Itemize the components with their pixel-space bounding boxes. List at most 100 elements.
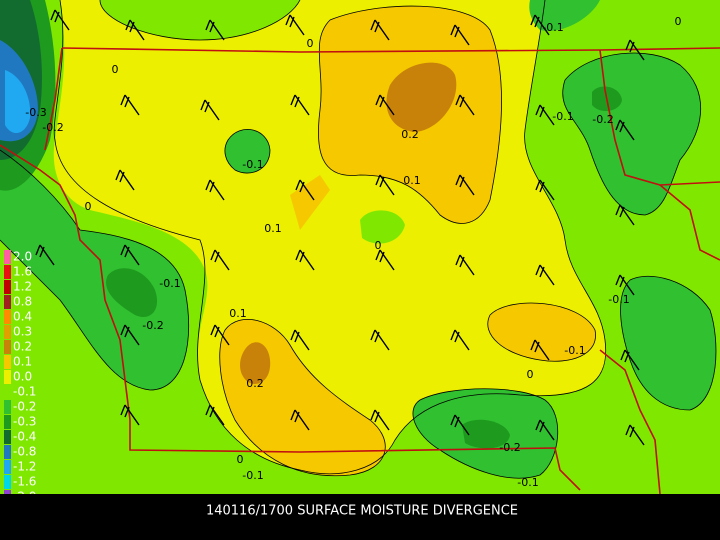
wind-barb: [210, 324, 230, 346]
contour-line: [99, 0, 301, 41]
wind-barb: [120, 94, 140, 116]
wind-barb: [290, 329, 310, 351]
wind-barb: [200, 99, 220, 121]
contour-label: 0.1: [264, 222, 282, 235]
wind-barb: [535, 419, 555, 441]
wind-barb: [535, 104, 555, 126]
contour-label: 0.1: [403, 174, 421, 187]
wind-barb: [615, 119, 635, 141]
legend-label: 1.6: [13, 265, 32, 279]
region-green-darker: [462, 419, 510, 449]
wind-barb: [530, 14, 550, 36]
legend-swatch: [4, 355, 11, 369]
legend-swatch: [4, 265, 11, 279]
legend-label: 1.2: [13, 280, 32, 294]
legend-swatch: [4, 385, 11, 399]
legend-swatch: [4, 460, 11, 474]
legend-label: -0.1: [13, 385, 36, 399]
contour-line: [0, 149, 190, 391]
wind-barb: [370, 329, 390, 351]
wind-barb: [615, 204, 635, 226]
legend-swatch: [4, 340, 11, 354]
wind-barb: [210, 249, 230, 271]
wind-barb: [375, 249, 395, 271]
region-green-darker: [106, 268, 158, 318]
wind-barb: [115, 169, 135, 191]
legend-label: -0.8: [13, 445, 36, 459]
wind-barb: [450, 24, 470, 46]
wind-barb: [620, 349, 640, 371]
region-green: [100, 0, 300, 40]
state-border: [44, 47, 63, 151]
contour-label: 0: [237, 453, 244, 466]
legend-swatch: [4, 310, 11, 324]
legend-label: 0.1: [13, 355, 32, 369]
wind-barb: [290, 94, 310, 116]
wind-barbs: [35, 9, 645, 446]
contour-label: 0: [112, 63, 119, 76]
footer-bar: [0, 494, 720, 540]
legend-label: -0.2: [13, 400, 36, 414]
contour-line: [318, 5, 502, 224]
wind-barb: [205, 404, 225, 426]
wind-barb: [375, 94, 395, 116]
legend-label: -0.4: [13, 430, 36, 444]
wind-barb: [120, 244, 140, 266]
contour-label: 0: [375, 239, 382, 252]
legend-swatch: [4, 370, 11, 384]
region-brown: [240, 342, 271, 384]
contour-label: 0: [307, 37, 314, 50]
contour-label: 0: [85, 200, 92, 213]
legend-label: 0.0: [13, 370, 32, 384]
legend-label: -0.3: [13, 415, 36, 429]
contour-label: -0.1: [517, 476, 538, 489]
legend: 2.01.61.20.80.40.30.20.10.0-0.1-0.2-0.3-…: [4, 250, 36, 504]
contour-line: [224, 129, 271, 174]
state-border: [599, 349, 661, 495]
contour-label: 0: [675, 15, 682, 28]
region-gold: [290, 175, 330, 230]
wind-barb: [205, 179, 225, 201]
map-title: 140116/1700 SURFACE MOISTURE DIVERGENCE: [206, 504, 518, 519]
region-green: [360, 210, 405, 244]
wind-barb: [625, 424, 645, 446]
wind-barb: [285, 14, 305, 36]
legend-label: 0.4: [13, 310, 32, 324]
legend-swatch: [4, 445, 11, 459]
wind-barb: [295, 179, 315, 201]
state-borders: [0, 47, 720, 495]
wind-barb: [35, 244, 55, 266]
wind-barb: [615, 274, 635, 296]
wind-barb: [120, 324, 140, 346]
legend-swatch: [4, 250, 11, 264]
region-blue-light: [5, 70, 31, 134]
legend-swatch: [4, 475, 11, 489]
state-border: [659, 184, 720, 261]
wind-barb: [205, 19, 225, 41]
wind-barb: [370, 19, 390, 41]
contour-line: [219, 319, 386, 477]
state-border: [599, 49, 720, 186]
legend-label: 0.8: [13, 295, 32, 309]
contour-label: -0.1: [542, 21, 563, 34]
contour-label: -0.1: [552, 110, 573, 123]
contour-line: [620, 276, 717, 411]
state-border: [61, 47, 720, 53]
contour-label: 0: [527, 368, 534, 381]
legend-swatch: [4, 430, 11, 444]
region-green-dark: [620, 276, 716, 410]
contour-label: -0.3: [25, 106, 46, 119]
wind-barb: [50, 9, 70, 31]
contour-label: -0.1: [159, 277, 180, 290]
contour-label: -0.2: [42, 121, 63, 134]
contour-label: -0.2: [499, 441, 520, 454]
region-green-dark: [529, 0, 600, 31]
contour-label: -0.1: [242, 469, 263, 482]
legend-swatch: [4, 415, 11, 429]
wind-barb: [450, 329, 470, 351]
contour-labels: 0 0 -0.1 0 -0.1 -0.2 0.2 0.1 -0.1 0 0.1 …: [25, 15, 681, 489]
wind-barb: [530, 339, 550, 361]
contour-line: [487, 302, 596, 362]
state-border: [0, 144, 581, 491]
